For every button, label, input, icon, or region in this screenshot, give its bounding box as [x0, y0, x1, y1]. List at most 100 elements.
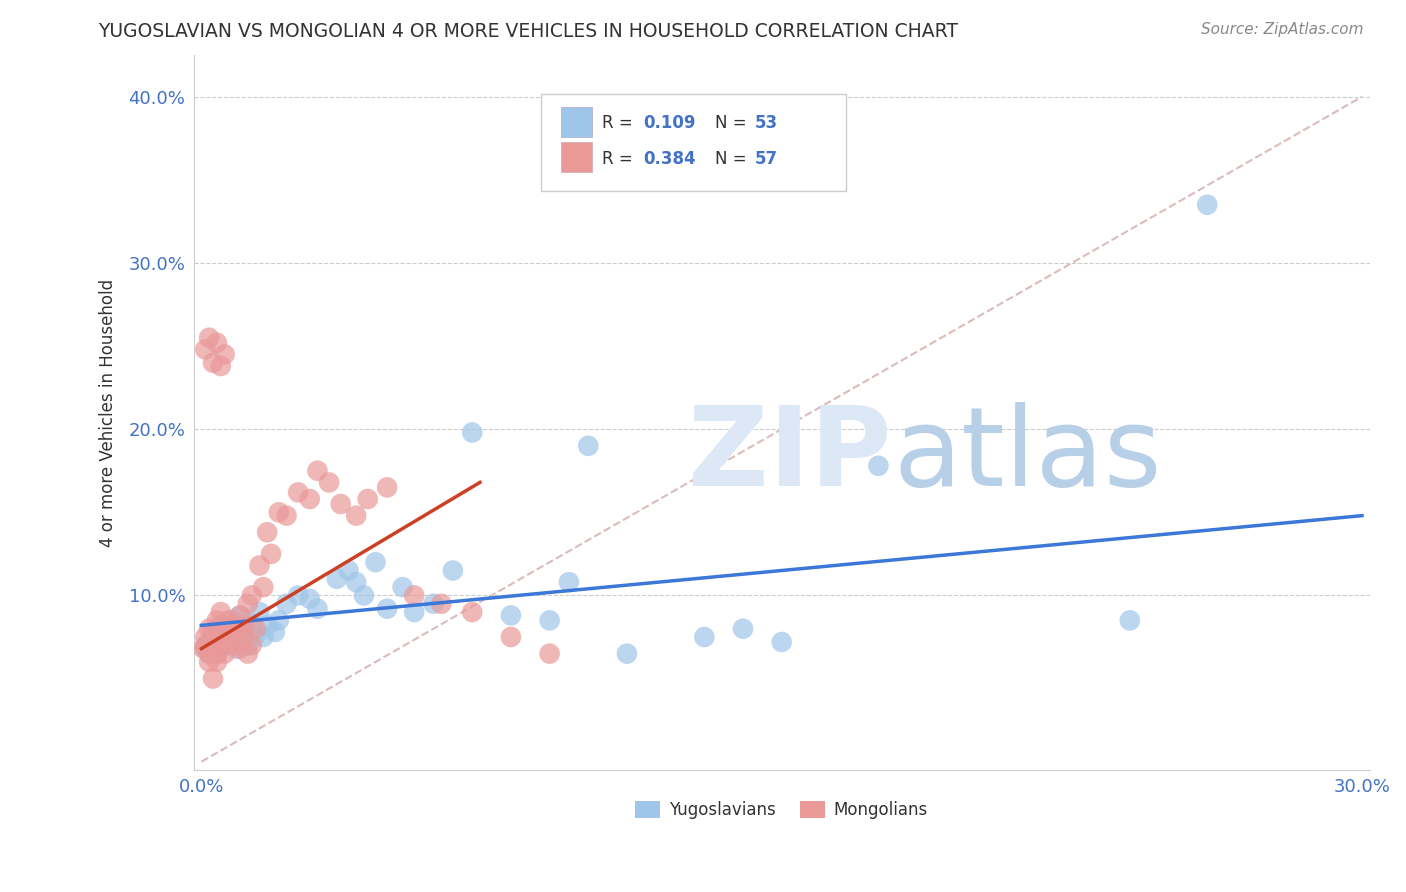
FancyBboxPatch shape: [561, 107, 592, 136]
Point: [249, 558, 271, 573]
Point: [344, 508, 367, 523]
Point: [218, 633, 240, 648]
FancyBboxPatch shape: [561, 143, 592, 172]
Point: [252, 580, 274, 594]
Point: [202, 356, 225, 370]
Point: [240, 589, 263, 603]
Point: [693, 630, 716, 644]
Point: [198, 647, 221, 661]
Point: [461, 605, 484, 619]
Point: [375, 601, 398, 615]
Point: [198, 635, 221, 649]
Point: [214, 628, 236, 642]
Point: [307, 464, 329, 478]
Text: 0.109: 0.109: [643, 114, 696, 132]
Point: [194, 630, 217, 644]
Point: [218, 622, 240, 636]
Point: [236, 597, 259, 611]
Point: [344, 575, 367, 590]
Point: [357, 491, 380, 506]
Point: [287, 485, 309, 500]
Point: [214, 638, 236, 652]
Point: [770, 635, 793, 649]
Point: [214, 622, 236, 636]
Point: [229, 633, 252, 648]
Point: [225, 625, 247, 640]
Point: [264, 625, 287, 640]
Point: [202, 672, 225, 686]
Point: [326, 572, 349, 586]
Point: [298, 591, 321, 606]
FancyBboxPatch shape: [541, 95, 846, 191]
Point: [202, 625, 225, 640]
Point: [1119, 613, 1142, 627]
Point: [218, 613, 240, 627]
Point: [198, 331, 221, 345]
Text: atlas: atlas: [893, 402, 1161, 509]
Point: [461, 425, 484, 440]
Point: [353, 589, 375, 603]
Point: [209, 630, 232, 644]
Point: [198, 655, 221, 669]
Point: [307, 601, 329, 615]
Point: [229, 641, 252, 656]
Point: [205, 655, 228, 669]
Point: [240, 616, 263, 631]
Point: [205, 647, 228, 661]
Point: [558, 575, 581, 590]
Point: [256, 525, 278, 540]
Point: [731, 622, 754, 636]
Point: [1197, 198, 1219, 212]
Point: [499, 630, 522, 644]
Point: [202, 635, 225, 649]
Point: [868, 458, 890, 473]
Point: [576, 439, 599, 453]
Point: [209, 605, 232, 619]
Point: [391, 580, 413, 594]
Point: [375, 480, 398, 494]
Point: [236, 647, 259, 661]
Legend: Yugoslavians, Mongolians: Yugoslavians, Mongolians: [628, 795, 935, 826]
Point: [276, 597, 298, 611]
Text: 0.384: 0.384: [643, 150, 696, 168]
Point: [225, 635, 247, 649]
Point: [240, 638, 263, 652]
Text: R =: R =: [602, 150, 638, 168]
Point: [267, 505, 290, 519]
Point: [245, 622, 267, 636]
Point: [256, 618, 278, 632]
Point: [205, 647, 228, 661]
Point: [221, 638, 243, 652]
Text: YUGOSLAVIAN VS MONGOLIAN 4 OR MORE VEHICLES IN HOUSEHOLD CORRELATION CHART: YUGOSLAVIAN VS MONGOLIAN 4 OR MORE VEHIC…: [98, 22, 959, 41]
Point: [198, 622, 221, 636]
Point: [422, 597, 444, 611]
Point: [233, 618, 256, 632]
Point: [245, 628, 267, 642]
Text: N =: N =: [714, 114, 752, 132]
Point: [229, 608, 252, 623]
Point: [205, 335, 228, 350]
Point: [260, 547, 283, 561]
Point: [337, 564, 360, 578]
Text: 57: 57: [755, 150, 778, 168]
Point: [249, 605, 271, 619]
Point: [267, 613, 290, 627]
Point: [441, 564, 464, 578]
Point: [233, 625, 256, 640]
Point: [194, 343, 217, 357]
Point: [209, 641, 232, 656]
Point: [221, 613, 243, 627]
Point: [202, 625, 225, 640]
Point: [225, 641, 247, 656]
Text: 53: 53: [755, 114, 778, 132]
Point: [364, 555, 387, 569]
Point: [205, 613, 228, 627]
Point: [229, 608, 252, 623]
Point: [404, 605, 426, 619]
Point: [276, 508, 298, 523]
Point: [214, 647, 236, 661]
Point: [194, 638, 217, 652]
Point: [221, 635, 243, 649]
Point: [252, 630, 274, 644]
Point: [209, 618, 232, 632]
